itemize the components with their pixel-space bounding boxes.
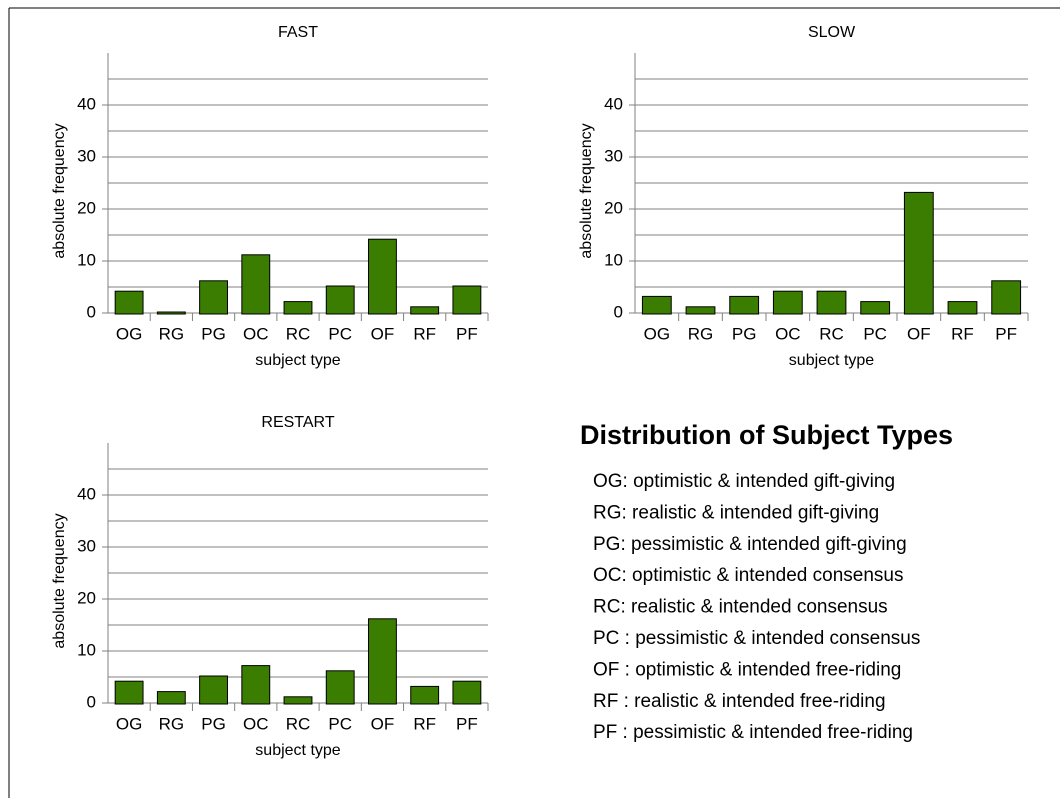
x-tick-label: OC — [775, 324, 801, 343]
x-tick-label: OC — [243, 324, 269, 343]
bar — [199, 675, 228, 705]
x-tick-label: PC — [863, 324, 887, 343]
x-axis-label: subject type — [255, 742, 340, 759]
x-tick-label: PG — [201, 714, 226, 733]
y-tick-label: 30 — [77, 536, 96, 555]
key-entry: PC : pessimistic & intended consensus — [593, 628, 920, 649]
x-tick-label: PF — [995, 324, 1017, 343]
x-tick-label: PC — [328, 714, 352, 733]
x-tick-label: PG — [201, 324, 226, 343]
chart-title: FAST — [278, 24, 318, 41]
bar — [368, 238, 397, 315]
bar — [410, 306, 440, 315]
y-tick-label: 20 — [77, 198, 96, 217]
x-tick-label: RC — [286, 324, 311, 343]
bar — [156, 311, 186, 315]
y-tick-label: 40 — [77, 94, 96, 113]
bar — [283, 301, 313, 315]
bar — [199, 280, 228, 315]
x-tick-label: RF — [951, 324, 974, 343]
x-tick-label: OF — [371, 324, 395, 343]
key-entry: PG: pessimistic & intended gift-giving — [593, 534, 907, 555]
key-entry: RF : realistic & intended free-riding — [593, 691, 886, 712]
y-axis-label: absolute frequency — [51, 513, 68, 648]
x-tick-label: OG — [116, 324, 142, 343]
y-axis-label: absolute frequency — [51, 123, 68, 258]
bar — [772, 290, 803, 315]
bar — [410, 685, 440, 705]
bar — [368, 618, 397, 705]
key-entry: PF : pessimistic & intended free-riding — [593, 722, 913, 743]
y-tick-label: 10 — [604, 250, 623, 269]
bar — [641, 295, 672, 315]
bar — [114, 680, 144, 705]
x-tick-label: RF — [413, 714, 436, 733]
x-tick-label: OC — [243, 714, 269, 733]
x-tick-label: OF — [907, 324, 931, 343]
x-tick-label: PG — [732, 324, 757, 343]
chart-title: SLOW — [808, 24, 856, 41]
x-tick-label: PC — [328, 324, 352, 343]
bar — [947, 301, 978, 315]
key-entry: RC: realistic & intended consensus — [593, 597, 888, 618]
x-tick-label: RC — [819, 324, 844, 343]
y-tick-label: 0 — [614, 302, 623, 321]
y-tick-label: 0 — [87, 692, 96, 711]
bar — [114, 290, 144, 315]
x-tick-label: RG — [159, 324, 185, 343]
y-tick-label: 30 — [604, 146, 623, 165]
bar — [283, 696, 313, 705]
y-tick-label: 40 — [77, 484, 96, 503]
y-tick-label: 0 — [87, 302, 96, 321]
bar — [452, 285, 482, 315]
x-tick-label: RG — [688, 324, 714, 343]
bar — [816, 290, 847, 315]
y-tick-label: 20 — [77, 588, 96, 607]
bar — [241, 254, 271, 315]
y-tick-label: 10 — [77, 250, 96, 269]
bar — [325, 285, 355, 315]
key-entry: OF : optimistic & intended free-riding — [593, 659, 901, 680]
x-tick-label: PF — [456, 324, 478, 343]
x-tick-label: OF — [371, 714, 395, 733]
x-tick-label: OG — [116, 714, 142, 733]
bar — [241, 665, 271, 705]
y-tick-label: 10 — [77, 640, 96, 659]
key-entry: OG: optimistic & intended gift-giving — [593, 471, 895, 492]
y-tick-label: 20 — [604, 198, 623, 217]
bar — [156, 691, 186, 705]
bar — [729, 295, 760, 315]
x-axis-label: subject type — [789, 352, 874, 369]
key-entry: OC: optimistic & intended consensus — [593, 565, 904, 586]
x-tick-label: RC — [286, 714, 311, 733]
bar — [860, 301, 891, 315]
bar — [452, 680, 482, 705]
y-tick-label: 40 — [604, 94, 623, 113]
y-tick-label: 30 — [77, 146, 96, 165]
chart-title: RESTART — [261, 414, 334, 431]
bar — [325, 670, 355, 705]
bar — [903, 191, 934, 315]
bar — [991, 280, 1022, 315]
x-axis-label: subject type — [255, 352, 340, 369]
bar — [685, 306, 716, 315]
x-tick-label: RF — [413, 324, 436, 343]
x-tick-label: RG — [159, 714, 185, 733]
key-title: Distribution of Subject Types — [580, 420, 953, 450]
x-tick-label: OG — [644, 324, 670, 343]
key-entry: RG: realistic & intended gift-giving — [593, 502, 879, 523]
y-axis-label: absolute frequency — [578, 123, 595, 258]
x-tick-label: PF — [456, 714, 478, 733]
